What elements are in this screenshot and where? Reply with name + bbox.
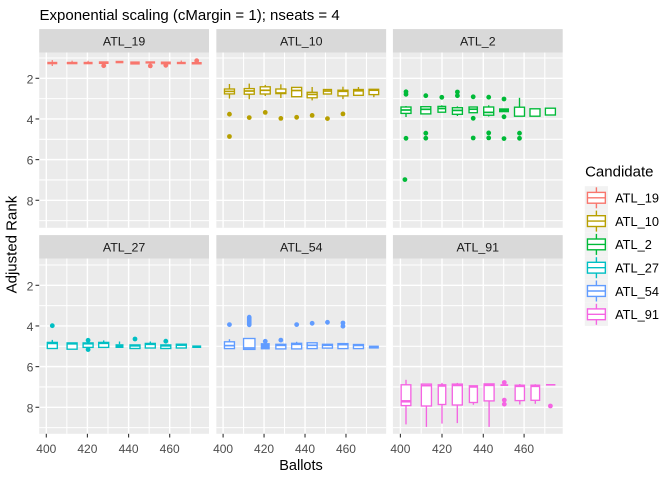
svg-text:440: 440 [295,442,315,456]
svg-text:460: 460 [336,442,356,456]
svg-text:ATL_2: ATL_2 [460,34,496,48]
svg-text:460: 460 [514,442,534,456]
svg-text:440: 440 [473,442,493,456]
svg-text:4: 4 [27,113,34,127]
svg-text:Adjusted Rank: Adjusted Rank [3,195,20,293]
svg-text:ATL_54: ATL_54 [615,284,659,299]
svg-text:400: 400 [390,442,410,456]
svg-text:ATL_19: ATL_19 [103,34,146,48]
svg-text:ATL_10: ATL_10 [615,214,659,229]
svg-text:ATL_27: ATL_27 [103,240,146,254]
svg-text:Exponential scaling (cMargin =: Exponential scaling (cMargin = 1); nseat… [40,7,340,24]
svg-text:6: 6 [27,154,34,168]
svg-text:6: 6 [27,361,34,375]
svg-text:420: 420 [432,442,452,456]
svg-text:ATL_91: ATL_91 [615,307,659,322]
svg-text:8: 8 [27,401,34,415]
svg-text:400: 400 [36,442,56,456]
svg-text:440: 440 [119,442,139,456]
svg-text:ATL_2: ATL_2 [615,237,652,252]
svg-text:Ballots: Ballots [279,458,323,474]
svg-text:ATL_27: ATL_27 [615,261,659,276]
svg-text:420: 420 [77,442,97,456]
svg-text:2: 2 [27,279,34,293]
svg-text:4: 4 [27,320,34,334]
svg-text:400: 400 [213,442,233,456]
svg-text:460: 460 [160,442,180,456]
svg-text:ATL_91: ATL_91 [457,240,500,254]
svg-text:8: 8 [27,194,34,208]
svg-text:ATL_10: ATL_10 [280,34,323,48]
svg-text:ATL_54: ATL_54 [280,240,323,254]
svg-text:420: 420 [254,442,274,456]
svg-text:2: 2 [27,72,34,86]
svg-text:ATL_19: ATL_19 [615,191,659,206]
svg-text:Candidate: Candidate [585,163,653,180]
